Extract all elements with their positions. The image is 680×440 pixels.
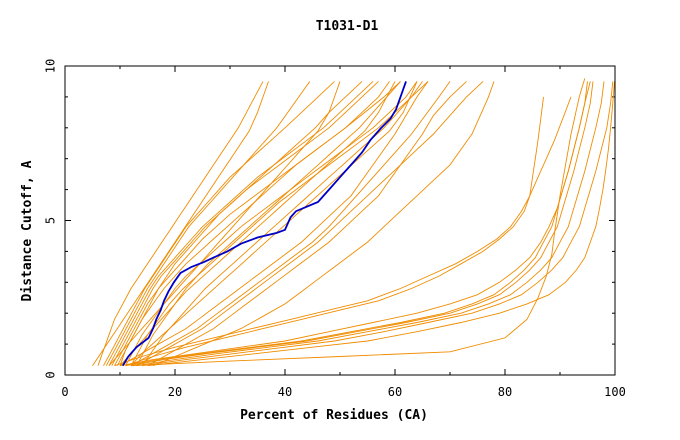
model-lines [92, 78, 615, 367]
x-tick-label: 40 [278, 385, 292, 399]
highlight-series [122, 81, 407, 367]
model-line [130, 81, 451, 367]
tick-labels: 0 20 40 60 80 100 0 5 10 [44, 59, 626, 399]
model-line [116, 81, 401, 366]
x-tick-label: 100 [604, 385, 626, 399]
model-line [111, 81, 363, 366]
x-axis-label: Percent of Residues (CA) [240, 408, 428, 423]
model-line [141, 81, 423, 366]
y-tick-label: 10 [44, 59, 58, 73]
model-line [114, 96, 572, 367]
x-tick-label: 0 [61, 385, 68, 399]
model-line [130, 81, 429, 366]
model-line [147, 81, 467, 367]
y-axis-label: Distance Cutoff, A [20, 160, 35, 301]
y-tick-label: 5 [44, 217, 58, 224]
model-line [136, 81, 484, 367]
model-line [119, 81, 379, 366]
model-line [125, 81, 418, 366]
x-tick-label: 20 [168, 385, 182, 399]
model-line [152, 81, 495, 367]
model-line [119, 81, 591, 367]
model-line [92, 81, 269, 366]
model-line [141, 81, 614, 367]
highlight-line [122, 81, 407, 367]
model-line [105, 81, 311, 366]
model-line [125, 81, 588, 367]
model-line [103, 81, 335, 366]
model-line [147, 81, 615, 367]
y-tick-label: 0 [44, 371, 58, 378]
model-line [130, 78, 586, 367]
model-line [125, 96, 544, 367]
model-line [130, 81, 594, 367]
model-line [130, 81, 418, 366]
model-line [97, 81, 264, 366]
plot-frame [64, 65, 616, 376]
model-line [119, 81, 429, 367]
model-line [136, 81, 605, 367]
model-line [108, 81, 341, 366]
chart-title: T1031-D1 [316, 19, 379, 34]
model-line [119, 81, 396, 366]
x-tick-label: 60 [388, 385, 402, 399]
model-line [136, 81, 401, 366]
x-tick-label: 80 [498, 385, 512, 399]
